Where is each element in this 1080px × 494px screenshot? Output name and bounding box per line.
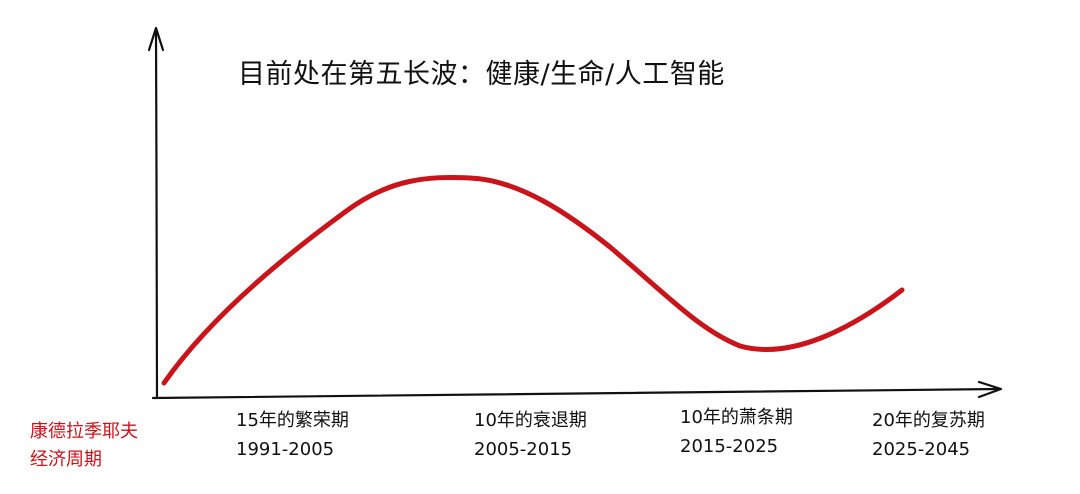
phase-label: 15年的繁荣期 [236,410,349,431]
y-axis-arrowhead [147,26,165,52]
phase-period: 1991-2005 [236,439,335,460]
phase-label: 10年的萧条期 [680,407,793,428]
y-axis-line [154,30,159,400]
x-axis-arrowhead [977,380,1003,399]
cycle-name-line-2: 经济周期 [30,449,102,470]
diagram-title: 目前处在第五长波：健康/生命/人工智能 [238,59,725,90]
cycle-name-line-1: 康德拉季耶夫 [30,421,138,442]
phase-depression: 10年的萧条期 2015-2025 [680,403,793,461]
phase-label: 10年的衰退期 [474,410,587,431]
phase-period: 2005-2015 [474,439,573,460]
phase-prosperity: 15年的繁荣期 1991-2005 [236,406,349,464]
x-axis-line [151,387,1002,400]
phase-period: 2025-2045 [872,439,971,460]
cycle-name-label: 康德拉季耶夫 经济周期 [30,418,138,474]
phase-period: 2015-2025 [680,436,779,457]
phase-recovery: 20年的复苏期 2025-2045 [872,406,985,464]
phase-label: 20年的复苏期 [872,410,985,431]
phase-recession: 10年的衰退期 2005-2015 [474,406,587,464]
wave-curve [161,174,905,386]
